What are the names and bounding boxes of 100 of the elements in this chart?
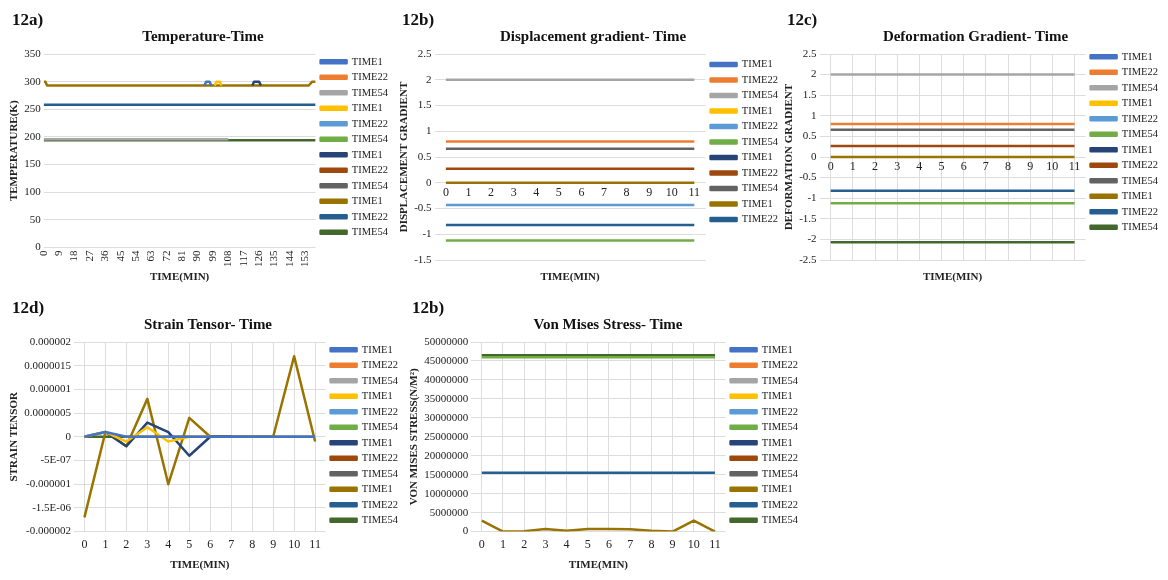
y-tick-label: -2.5 <box>799 252 818 265</box>
x-tick-label: 126 <box>252 250 265 267</box>
legend-label: TIME54 <box>761 374 799 386</box>
legend-label: TIME54 <box>351 179 389 191</box>
legend-label: TIME54 <box>351 133 389 144</box>
x-tick-label: 10 <box>1046 159 1059 174</box>
y-tick-label: 0 <box>65 429 72 442</box>
legend-label: TIME22 <box>761 405 799 417</box>
legend-label: TIME1 <box>351 195 383 206</box>
y-tick-label: -1 <box>807 191 817 204</box>
legend-label: TIME1 <box>741 104 773 116</box>
y-tick-label: -0.5 <box>414 201 433 214</box>
legend-label: TIME54 <box>351 226 389 237</box>
x-tick-label: 63 <box>144 250 157 262</box>
y-tick-label: 200 <box>24 129 42 142</box>
y-tick-label: -1.5 <box>414 252 433 265</box>
x-tick-label: 8 <box>648 536 655 551</box>
y-tick-label: 0.000001 <box>29 382 71 395</box>
x-tick-label: 5 <box>555 185 562 200</box>
legend-label: TIME22 <box>351 164 389 175</box>
x-tick-label: 11 <box>309 536 321 551</box>
x-tick-label: 2 <box>123 536 130 551</box>
y-tick-label: -1.5 <box>799 211 818 224</box>
x-tick-label: 0 <box>827 159 834 174</box>
x-tick-label: 144 <box>282 250 295 267</box>
legend-label: TIME54 <box>741 135 779 147</box>
x-tick-label: 9 <box>669 536 676 551</box>
legend-label: TIME1 <box>361 343 393 355</box>
x-tick-label: 90 <box>190 250 203 262</box>
x-tick-label: 4 <box>165 536 172 551</box>
chart-title: Temperature-Time <box>142 27 265 44</box>
legend-label: TIME1 <box>361 483 393 494</box>
x-axis-title: TIME(MIN) <box>170 558 230 572</box>
x-tick-label: 0 <box>81 536 88 551</box>
legend-label: TIME54 <box>351 86 389 98</box>
x-tick-label: 1 <box>849 159 856 174</box>
y-tick-label: 50000000 <box>424 334 469 347</box>
y-tick-label: -0.5 <box>799 170 818 183</box>
x-tick-label: 0 <box>478 536 485 551</box>
legend-label: TIME22 <box>761 498 799 510</box>
x-tick-label: 7 <box>228 536 235 551</box>
legend-label: TIME1 <box>351 148 383 160</box>
text: 12b) <box>402 10 435 30</box>
y-tick-label: 45000000 <box>424 353 469 366</box>
y-tick-label: 250 <box>24 102 42 115</box>
legend-label: TIME22 <box>361 405 399 417</box>
legend-label: TIME22 <box>1121 159 1159 170</box>
legend-label: TIME1 <box>351 102 383 113</box>
x-tick-label: 2 <box>488 185 495 200</box>
legend-label: TIME54 <box>761 514 799 525</box>
legend-label: TIME54 <box>761 421 799 432</box>
x-tick-label: 99 <box>205 250 218 262</box>
y-tick-label: 2 <box>426 72 432 85</box>
x-tick-label: 3 <box>510 185 517 200</box>
x-axis-title: TIME(MIN) <box>150 270 210 284</box>
x-axis-title: TIME(MIN) <box>540 270 601 284</box>
legend-label: TIME22 <box>351 71 389 82</box>
x-tick-label: 7 <box>627 536 634 551</box>
y-tick-label: 40000000 <box>424 372 469 385</box>
x-tick-label: 6 <box>960 159 967 174</box>
legend-label: TIME1 <box>741 197 773 209</box>
text: 12c) <box>787 10 818 30</box>
y-tick-label: -5E-07 <box>40 453 72 466</box>
x-tick-label: 3 <box>894 159 901 174</box>
legend-label: TIME22 <box>741 213 779 225</box>
legend-label: TIME22 <box>361 359 399 370</box>
x-axis-title: TIME(MIN) <box>568 558 629 572</box>
legend-label: TIME22 <box>761 452 799 463</box>
y-tick-label: 1 <box>811 108 817 121</box>
legend-label: TIME54 <box>1121 221 1159 232</box>
legend-label: TIME22 <box>1121 112 1159 124</box>
legend-label: TIME22 <box>761 359 799 370</box>
x-tick-label: 9 <box>270 536 277 551</box>
legend-label: TIME54 <box>361 421 399 432</box>
legend-label: TIME22 <box>741 120 779 132</box>
x-tick-label: 10 <box>665 185 678 200</box>
x-tick-label: 9 <box>646 185 653 200</box>
x-tick-label: 153 <box>298 250 311 267</box>
x-tick-label: 135 <box>267 250 280 267</box>
y-tick-label: 1.5 <box>802 88 818 101</box>
y-tick-label: 0.0000005 <box>24 405 72 418</box>
x-tick-label: 3 <box>144 536 151 551</box>
legend-label: TIME1 <box>1121 143 1153 155</box>
x-tick-label: 6 <box>207 536 214 551</box>
legend-label: TIME1 <box>741 58 773 70</box>
y-tick-label: 0 <box>811 149 818 162</box>
legend-label: TIME1 <box>361 390 393 401</box>
legend-label: TIME1 <box>761 436 793 448</box>
y-tick-label: 300 <box>24 74 42 87</box>
y-tick-label: 25000000 <box>424 429 469 442</box>
text: 12d) <box>12 298 45 318</box>
legend-label: TIME1 <box>761 390 793 401</box>
x-tick-label: 2 <box>872 159 879 174</box>
y-tick-label: 30000000 <box>424 410 469 423</box>
legend-label: TIME54 <box>741 182 779 194</box>
y-tick-label: 1.5 <box>417 98 433 111</box>
y-axis-title: DEFORMATION GRADIENT <box>782 83 795 231</box>
y-tick-label: 2.5 <box>417 46 433 59</box>
y-axis-title: STRAIN TENSOR <box>7 391 20 482</box>
y-tick-label: 35000000 <box>424 391 469 404</box>
